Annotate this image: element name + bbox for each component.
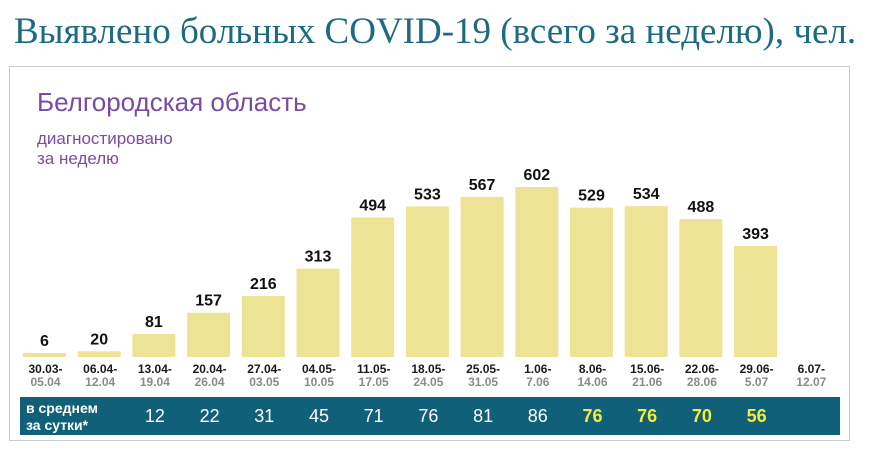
caption-line-1: диагностировано <box>37 129 173 148</box>
data-label-7: 494 <box>359 197 386 214</box>
daily-average-label-line-1: в среднем <box>26 400 98 416</box>
daily-average-value-4: 45 <box>308 406 330 426</box>
bar-12 <box>624 206 668 357</box>
daily-average-value-12: 56 <box>746 406 767 426</box>
daily-average-band <box>20 397 840 435</box>
data-label-12: 534 <box>633 186 660 203</box>
x-tick-label-start-11: 8.06- <box>579 362 606 376</box>
data-label-1: 6 <box>40 333 49 350</box>
x-tick-label-end-2: 12.04 <box>85 375 115 389</box>
y-axis-caption: диагностировано за неделю <box>37 129 173 169</box>
daily-average-value-1: 12 <box>144 406 165 426</box>
x-tick-label-start-6: 04.05- <box>302 362 336 376</box>
daily-average-value-7: 81 <box>473 406 494 426</box>
region-title: Белгородская область <box>37 87 307 117</box>
x-tick-label-start-8: 18.05- <box>411 362 445 376</box>
x-tick-label-end-12: 21.06 <box>632 375 662 389</box>
x-tick-label-start-1: 30.03- <box>28 362 62 376</box>
x-tick-label-end-1: 05.04 <box>30 375 60 389</box>
data-label-3: 81 <box>145 314 163 331</box>
x-tick-label-start-3: 13.04- <box>138 362 172 376</box>
x-tick-label-start-4: 20.04- <box>193 362 227 376</box>
bar-14 <box>734 246 778 357</box>
x-tick-label-start-7: 11.05- <box>357 362 390 376</box>
data-label-10: 602 <box>523 167 550 184</box>
x-tick-label-start-9: 25.05- <box>466 362 500 376</box>
x-tick-label-end-3: 19.04 <box>140 375 170 389</box>
bar-13 <box>679 219 723 357</box>
daily-average-value-6: 76 <box>418 406 439 426</box>
daily-average-value-11: 70 <box>691 406 712 426</box>
daily-average-value-10: 76 <box>637 406 658 426</box>
data-label-13: 488 <box>688 199 715 216</box>
bar-6 <box>296 268 340 357</box>
x-tick-label-end-8: 24.05 <box>413 375 443 389</box>
x-tick-label-end-10: 7.06 <box>526 375 550 389</box>
data-label-11: 529 <box>578 188 605 205</box>
data-label-6: 313 <box>305 249 332 266</box>
daily-average-value-3: 31 <box>254 406 275 426</box>
bar-2 <box>77 351 121 357</box>
x-tick-label-end-7: 17.05 <box>359 375 389 389</box>
x-tick-label-start-15: 6.07- <box>798 362 825 376</box>
data-label-5: 216 <box>250 276 277 293</box>
daily-average-value-2: 22 <box>199 406 220 426</box>
x-tick-label-end-11: 14.06 <box>577 375 607 389</box>
data-label-9: 567 <box>469 177 496 194</box>
x-tick-label-end-4: 26.04 <box>195 375 225 389</box>
daily-average-value-9: 76 <box>582 406 603 426</box>
daily-average-label-line-2: за сутки* <box>26 417 89 433</box>
bar-10 <box>515 187 559 357</box>
x-tick-label-start-13: 22.06- <box>685 362 719 376</box>
x-tick-label-end-15: 12.07 <box>796 375 826 389</box>
bar-4 <box>187 312 231 357</box>
bar-8 <box>405 206 449 357</box>
x-tick-label-end-14: 5.07 <box>745 375 769 389</box>
bar-11 <box>570 207 613 357</box>
data-label-8: 533 <box>414 186 441 203</box>
x-tick-label-end-9: 31.05 <box>468 375 498 389</box>
bar-9 <box>460 196 504 357</box>
x-tick-label-end-5: 03.05 <box>249 375 279 389</box>
data-label-2: 20 <box>90 331 108 348</box>
x-tick-label-start-5: 27.04- <box>247 362 281 376</box>
x-tick-label-end-6: 10.05 <box>304 375 334 389</box>
chart-title: Выявлено больных COVID-19 (всего за неде… <box>14 11 857 52</box>
caption-line-2: за неделю <box>37 149 119 168</box>
x-tick-label-start-14: 29.06- <box>740 362 774 376</box>
bar-3 <box>132 334 176 357</box>
bar-7 <box>351 217 395 357</box>
data-label-14: 393 <box>742 226 769 243</box>
bar-5 <box>241 296 285 357</box>
x-tick-label-start-2: 06.04- <box>83 362 117 376</box>
daily-average-label: в среднем за сутки* <box>26 400 98 434</box>
x-tick-label-start-10: 1.06- <box>524 362 551 376</box>
daily-average-value-5: 71 <box>363 406 384 426</box>
data-label-4: 157 <box>195 293 222 310</box>
bar-1 <box>23 353 66 357</box>
x-tick-label-start-12: 15.06- <box>630 362 664 376</box>
daily-average-value-8: 86 <box>527 406 548 426</box>
x-tick-label-end-13: 28.06 <box>687 375 717 389</box>
